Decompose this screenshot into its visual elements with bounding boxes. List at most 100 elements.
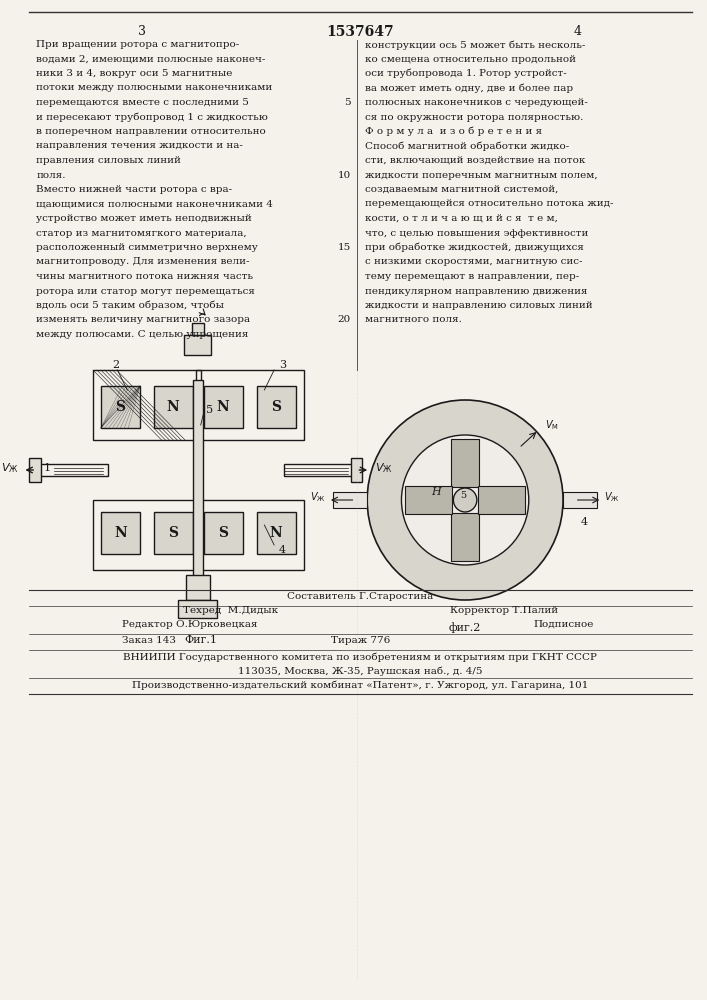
Text: ко смещена относительно продольной: ко смещена относительно продольной xyxy=(366,54,576,64)
Circle shape xyxy=(402,435,529,565)
Text: S: S xyxy=(168,526,178,540)
Text: ся по окружности ротора полярностью.: ся по окружности ротора полярностью. xyxy=(366,112,583,121)
Text: N: N xyxy=(217,400,230,414)
Text: пендикулярном направлению движения: пендикулярном направлению движения xyxy=(366,286,588,296)
Bar xyxy=(34,464,107,476)
Text: ники 3 и 4, вокруг оси 5 магнитные: ники 3 и 4, вокруг оси 5 магнитные xyxy=(36,69,233,78)
Bar xyxy=(284,464,358,476)
Bar xyxy=(196,500,303,570)
Text: 15: 15 xyxy=(337,243,351,252)
Text: 4: 4 xyxy=(581,517,588,527)
Text: создаваемым магнитной системой,: создаваемым магнитной системой, xyxy=(366,185,559,194)
Text: 3: 3 xyxy=(138,25,146,38)
Text: щающимися полюсными наконечниками 4: щающимися полюсными наконечниками 4 xyxy=(36,200,273,209)
Text: 10: 10 xyxy=(337,170,351,180)
Text: Тираж 776: Тираж 776 xyxy=(331,636,390,645)
Text: 2: 2 xyxy=(112,360,119,370)
Text: перемещаются вместе с последними 5: перемещаются вместе с последними 5 xyxy=(36,98,249,107)
Text: 4: 4 xyxy=(574,25,582,38)
Text: жидкости и направлению силовых линий: жидкости и направлению силовых линий xyxy=(366,301,593,310)
Text: Техред  М.Дидык: Техред М.Дидык xyxy=(182,606,278,615)
Text: Редактор О.Юрковецкая: Редактор О.Юрковецкая xyxy=(122,620,258,629)
Text: S: S xyxy=(218,526,228,540)
Text: 113035, Москва, Ж-35, Раушская наб., д. 4/5: 113035, Москва, Ж-35, Раушская наб., д. … xyxy=(238,666,483,676)
Text: магнитного поля.: магнитного поля. xyxy=(366,316,462,324)
Text: Составитель Г.Старостина: Составитель Г.Старостина xyxy=(287,592,433,601)
Text: оси трубопровода 1. Ротор устройст-: оси трубопровода 1. Ротор устройст- xyxy=(366,69,567,79)
Text: между полюсами. С целью упрощения: между полюсами. С целью упрощения xyxy=(36,330,249,339)
Text: Способ магнитной обработки жидко-: Способ магнитной обработки жидко- xyxy=(366,141,569,151)
Bar xyxy=(192,323,204,335)
Text: тему перемещают в направлении, пер-: тему перемещают в направлении, пер- xyxy=(366,272,580,281)
Text: Заказ 143: Заказ 143 xyxy=(122,636,176,645)
Text: S: S xyxy=(271,400,281,414)
Text: конструкции ось 5 может быть несколь-: конструкции ось 5 может быть несколь- xyxy=(366,40,585,49)
Text: $V_{\rm Ж}$: $V_{\rm Ж}$ xyxy=(1,461,18,475)
Text: кости, о т л и ч а ю щ и й с я  т е м,: кости, о т л и ч а ю щ и й с я т е м, xyxy=(366,214,558,223)
Text: Производственно-издательский комбинат «Патент», г. Ужгород, ул. Гагарина, 101: Производственно-издательский комбинат «П… xyxy=(132,680,588,690)
Text: Корректор Т.Палий: Корректор Т.Палий xyxy=(450,606,559,615)
Bar xyxy=(563,492,597,508)
Text: перемещающейся относительно потока жид-: перемещающейся относительно потока жид- xyxy=(366,200,614,209)
Text: S: S xyxy=(115,400,125,414)
Bar xyxy=(405,486,452,514)
Bar xyxy=(193,380,203,580)
Text: изменять величину магнитного зазора: изменять величину магнитного зазора xyxy=(36,316,250,324)
Bar xyxy=(196,370,303,440)
Text: 5: 5 xyxy=(344,98,351,107)
Text: Ф о р м у л а  и з о б р е т е н и я: Ф о р м у л а и з о б р е т е н и я xyxy=(366,127,542,136)
Text: поля.: поля. xyxy=(36,170,66,180)
Bar xyxy=(178,600,217,618)
Bar xyxy=(451,439,479,487)
Text: расположенный симметрично верхнему: расположенный симметрично верхнему xyxy=(36,243,258,252)
Bar xyxy=(93,500,201,570)
Text: Подписное: Подписное xyxy=(534,620,594,629)
Text: 3: 3 xyxy=(279,360,286,370)
Text: направления течения жидкости и на-: направления течения жидкости и на- xyxy=(36,141,243,150)
Text: фиг.2: фиг.2 xyxy=(449,622,481,633)
Text: статор из магнитомягкого материала,: статор из магнитомягкого материала, xyxy=(36,229,247,237)
Text: водами 2, имеющими полюсные наконеч-: водами 2, имеющими полюсные наконеч- xyxy=(36,54,266,64)
Text: 20: 20 xyxy=(337,316,351,324)
Bar xyxy=(478,486,525,514)
Bar xyxy=(153,512,193,554)
Text: ва может иметь одну, две и более пар: ва может иметь одну, две и более пар xyxy=(366,84,573,93)
Text: N: N xyxy=(167,400,180,414)
Text: что, с целью повышения эффективности: что, с целью повышения эффективности xyxy=(366,229,589,237)
Text: устройство может иметь неподвижный: устройство может иметь неподвижный xyxy=(36,214,252,223)
Bar xyxy=(257,512,296,554)
Text: N: N xyxy=(270,526,283,540)
Bar xyxy=(93,370,201,440)
Text: и пересекают трубопровод 1 с жидкостью: и пересекают трубопровод 1 с жидкостью xyxy=(36,112,268,122)
Text: в поперечном направлении относительно: в поперечном направлении относительно xyxy=(36,127,266,136)
Text: $V_{\rm M}$: $V_{\rm M}$ xyxy=(545,418,559,432)
Text: ротора или статор могут перемещаться: ротора или статор могут перемещаться xyxy=(36,286,255,296)
Bar xyxy=(257,386,296,428)
Text: При вращении ротора с магнитопро-: При вращении ротора с магнитопро- xyxy=(36,40,240,49)
Bar xyxy=(186,575,209,600)
Text: потоки между полюсными наконечниками: потоки между полюсными наконечниками xyxy=(36,84,272,93)
Bar xyxy=(101,386,140,428)
Text: N: N xyxy=(114,526,127,540)
Text: $V_{\rm Ж}$: $V_{\rm Ж}$ xyxy=(310,490,326,504)
Bar xyxy=(153,386,193,428)
Bar xyxy=(204,512,243,554)
Bar xyxy=(101,512,140,554)
Text: с низкими скоростями, магнитную сис-: с низкими скоростями, магнитную сис- xyxy=(366,257,583,266)
Text: 5: 5 xyxy=(206,405,213,415)
Text: 5: 5 xyxy=(460,491,466,500)
Text: вдоль оси 5 таким образом, чтобы: вдоль оси 5 таким образом, чтобы xyxy=(36,301,224,310)
Bar xyxy=(451,513,479,561)
Text: при обработке жидкостей, движущихся: при обработке жидкостей, движущихся xyxy=(366,243,584,252)
Circle shape xyxy=(453,488,477,512)
Text: ВНИИПИ Государственного комитета по изобретениям и открытиям при ГКНТ СССР: ВНИИПИ Государственного комитета по изоб… xyxy=(124,652,597,662)
Text: Вместо нижней части ротора с вра-: Вместо нижней части ротора с вра- xyxy=(36,185,233,194)
Bar xyxy=(184,335,211,355)
Text: жидкости поперечным магнитным полем,: жидкости поперечным магнитным полем, xyxy=(366,170,598,180)
Bar xyxy=(351,458,362,482)
Text: 1537647: 1537647 xyxy=(327,25,394,39)
Circle shape xyxy=(367,400,563,600)
Text: магнитопроводу. Для изменения вели-: магнитопроводу. Для изменения вели- xyxy=(36,257,250,266)
Text: 1: 1 xyxy=(44,463,51,473)
Text: 4: 4 xyxy=(279,545,286,555)
